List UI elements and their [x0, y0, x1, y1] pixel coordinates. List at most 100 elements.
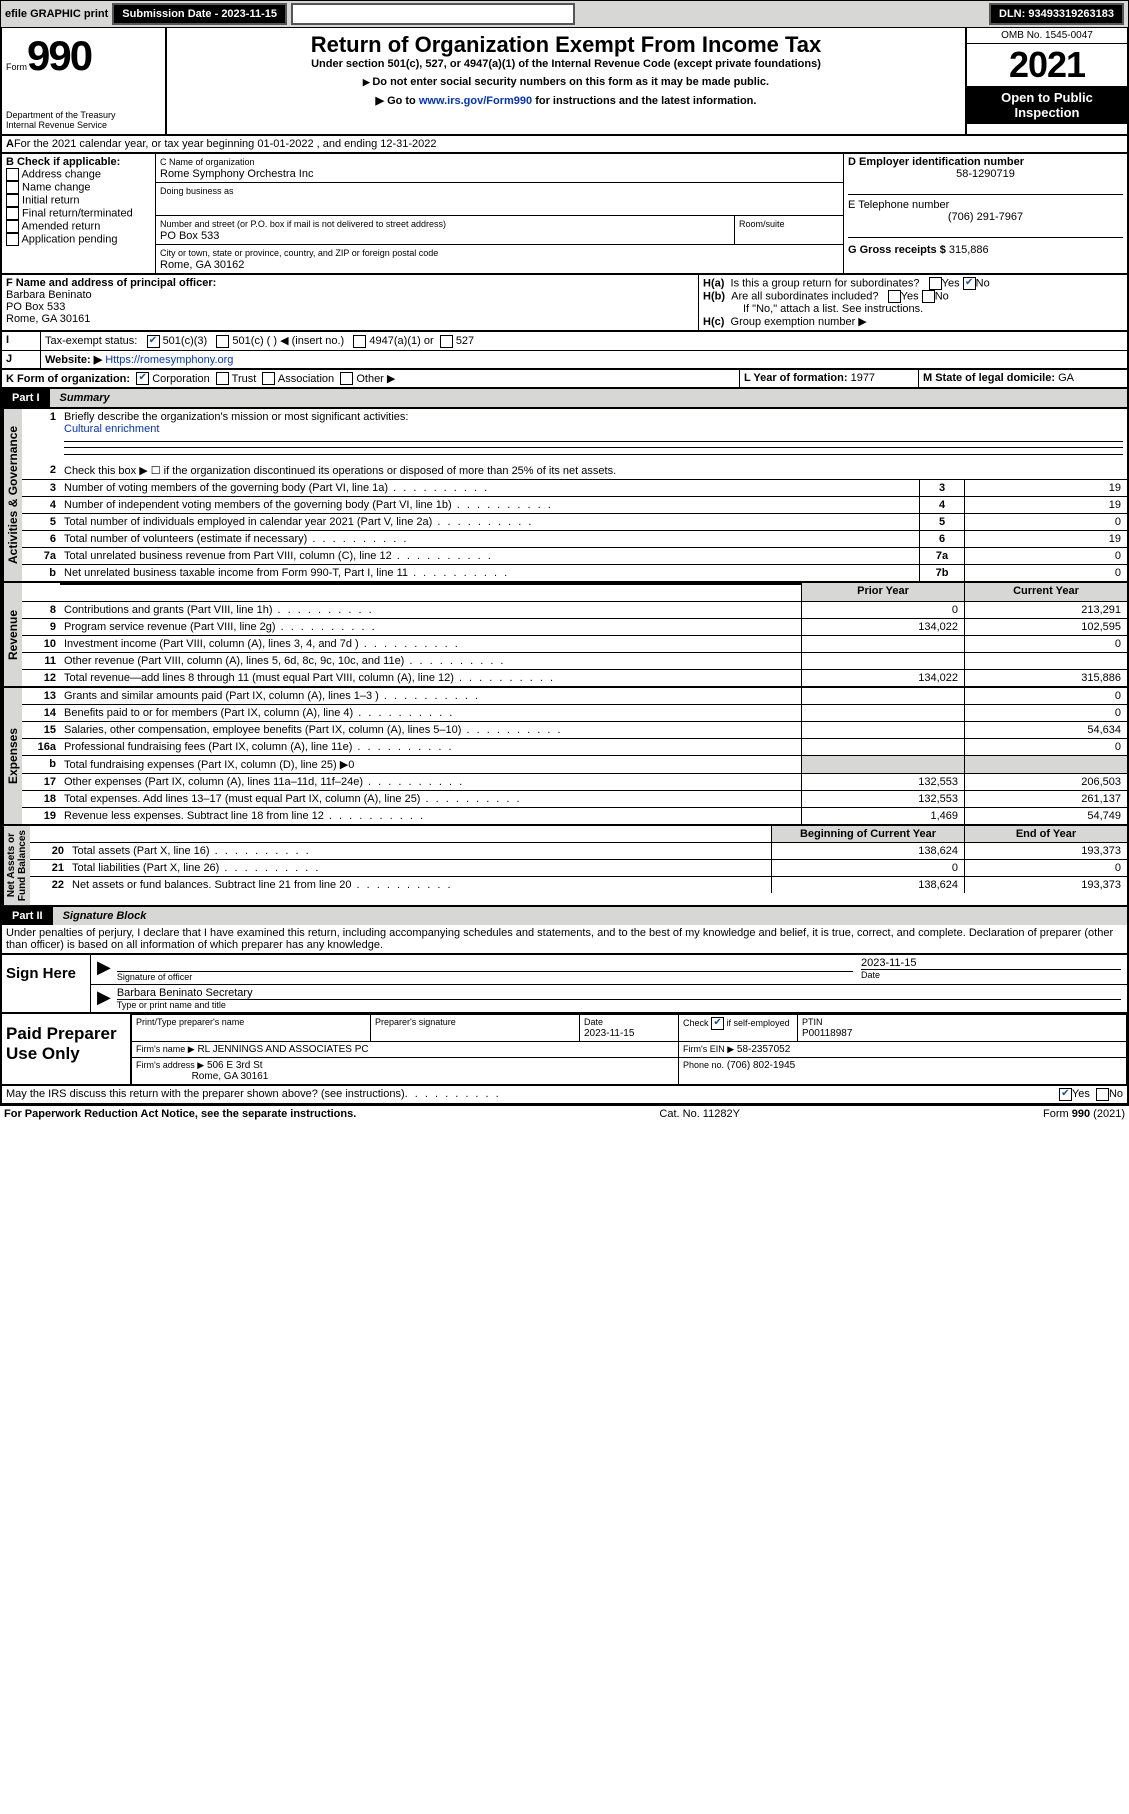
ein: 58-1290719: [848, 168, 1123, 180]
cb-self-emp[interactable]: ✔: [711, 1017, 724, 1030]
irs: Internal Revenue Service: [6, 120, 161, 130]
form-footer: Form: [1043, 1108, 1072, 1120]
hdr-end: End of Year: [964, 826, 1127, 842]
cb-501c3[interactable]: ✔: [147, 335, 160, 348]
cb-other[interactable]: [340, 372, 353, 385]
dln: DLN: 93493319263183: [989, 3, 1124, 25]
line-a: A For the 2021 calendar year, or tax yea…: [2, 136, 1127, 154]
cb-name-change[interactable]: [6, 181, 19, 194]
part2-title: Signature Block: [53, 907, 1127, 925]
form-word: Form: [6, 62, 27, 72]
cb-4947[interactable]: [353, 335, 366, 348]
ptin-lbl: PTIN: [802, 1017, 823, 1027]
hb-yes[interactable]: [888, 290, 901, 303]
firm-addr2: Rome, GA 30161: [192, 1071, 269, 1082]
footer: For Paperwork Reduction Act Notice, see …: [0, 1106, 1129, 1122]
firm-addr-lbl: Firm's address ▶: [136, 1060, 204, 1070]
preparer-table: Print/Type preparer's name Preparer's si…: [131, 1014, 1127, 1084]
hdr-curr: Current Year: [964, 583, 1127, 601]
prep-sig-lbl: Preparer's signature: [375, 1017, 456, 1027]
cb-discuss-yes[interactable]: ✔: [1059, 1088, 1072, 1101]
section-fh: F Name and address of principal officer:…: [2, 275, 1127, 332]
sign-arrow2-icon: ▶: [97, 987, 117, 1010]
cb-address-change[interactable]: [6, 168, 19, 181]
dept: Department of the Treasury: [6, 110, 161, 120]
k-lbl: K Form of organization:: [6, 373, 130, 385]
revenue-section: Revenue Prior Year Current Year 8Contrib…: [2, 583, 1127, 688]
prep-date: 2023-11-15: [584, 1028, 634, 1039]
irs-link[interactable]: www.irs.gov/Form990: [419, 95, 532, 107]
cb-discuss-no[interactable]: [1096, 1088, 1109, 1101]
i-lbl: Tax-exempt status:: [45, 335, 137, 347]
dba-lbl: Doing business as: [160, 186, 234, 196]
m-lbl: M State of legal domicile:: [923, 372, 1055, 384]
sig-of-officer: Signature of officer: [117, 971, 853, 982]
officer-addr: PO Box 533: [6, 301, 65, 313]
cb-501c[interactable]: [216, 335, 229, 348]
ptin: P00118987: [802, 1028, 852, 1039]
sign-arrow-icon: ▶: [97, 957, 117, 982]
l-lbl: L Year of formation:: [744, 372, 848, 384]
j-lbl: Website: ▶: [45, 354, 102, 366]
city-lbl: City or town, state or province, country…: [160, 248, 438, 258]
form-header: Form990 Department of the Treasury Inter…: [2, 28, 1127, 136]
vtab-ag: Activities & Governance: [2, 409, 22, 581]
dots: [405, 1088, 1059, 1101]
ha: Is this a group return for subordinates?: [731, 277, 920, 289]
i-o4: 527: [456, 335, 474, 347]
line-i: I Tax-exempt status: ✔ 501(c)(3) 501(c) …: [2, 332, 1127, 351]
hb-note: If "No," attach a list. See instructions…: [703, 303, 1123, 315]
cb-amended-return[interactable]: [6, 220, 19, 233]
firm-name: RL JENNINGS AND ASSOCIATES PC: [197, 1044, 368, 1055]
s2-n: 2: [22, 462, 60, 479]
sign-date-lbl: Date: [861, 969, 1121, 980]
cb-final-return-terminated[interactable]: [6, 207, 19, 220]
perjury: Under penalties of perjury, I declare th…: [2, 925, 1127, 953]
section-bcdefgh: B Check if applicable: Address change Na…: [2, 154, 1127, 275]
hb-no[interactable]: [922, 290, 935, 303]
part2-header: Part II Signature Block: [2, 907, 1127, 925]
sign-here-lbl: Sign Here: [2, 955, 90, 1012]
paid-preparer: Paid Preparer Use Only Print/Type prepar…: [2, 1012, 1127, 1084]
submission-date: Submission Date - 2023-11-15: [112, 3, 287, 25]
m-val: GA: [1058, 372, 1074, 384]
firm-ein-lbl: Firm's EIN ▶: [683, 1044, 734, 1054]
subtitle2: Do not enter social security numbers on …: [171, 76, 961, 88]
subtitle1: Under section 501(c), 527, or 4947(a)(1)…: [171, 58, 961, 70]
cb-527[interactable]: [440, 335, 453, 348]
mission-link[interactable]: Cultural enrichment: [64, 423, 159, 435]
chk-lbl: Check: [683, 1018, 709, 1028]
cb-application-pending[interactable]: [6, 233, 19, 246]
l-val: 1977: [851, 372, 875, 384]
expenses-section: Expenses 13Grants and similar amounts pa…: [2, 688, 1127, 826]
officer-sig-name-lbl: Type or print name and title: [117, 999, 1121, 1010]
street: PO Box 533: [160, 230, 219, 242]
d-lbl: D Employer identification number: [848, 156, 1024, 168]
toolbar: efile GRAPHIC print Submission Date - 20…: [0, 0, 1129, 28]
blank-btn: [291, 3, 575, 25]
omb-no: OMB No. 1545-0047: [967, 28, 1127, 44]
paid-lbl: Paid Preparer Use Only: [2, 1014, 130, 1084]
firm-phone: (706) 802-1945: [727, 1060, 795, 1071]
c-name-lbl: C Name of organization: [160, 157, 255, 167]
ha-yes[interactable]: [929, 277, 942, 290]
i-o3: 4947(a)(1) or: [369, 335, 433, 347]
website-link[interactable]: Https://romesymphony.org: [105, 354, 233, 366]
e-lbl: E Telephone number: [848, 199, 949, 211]
sub3b: for instructions and the latest informat…: [532, 95, 756, 107]
tax-year: 2021: [967, 44, 1127, 86]
vtab-exp: Expenses: [2, 688, 22, 824]
cb-corp[interactable]: ✔: [136, 372, 149, 385]
cb-initial-return[interactable]: [6, 194, 19, 207]
b-label: B Check if applicable:: [6, 156, 120, 168]
part2-tab: Part II: [2, 907, 53, 925]
sub3a: Go to: [387, 95, 419, 107]
ha-no[interactable]: ✔: [963, 277, 976, 290]
city: Rome, GA 30162: [160, 259, 244, 271]
sign-here: Sign Here ▶ Signature of officer 2023-11…: [2, 953, 1127, 1012]
cb-assoc[interactable]: [262, 372, 275, 385]
line-a-text: For the 2021 calendar year, or tax year …: [14, 138, 437, 150]
vtab-na: Net Assets orFund Balances: [2, 826, 30, 905]
cb-trust[interactable]: [216, 372, 229, 385]
org-name: Rome Symphony Orchestra Inc: [160, 168, 313, 180]
